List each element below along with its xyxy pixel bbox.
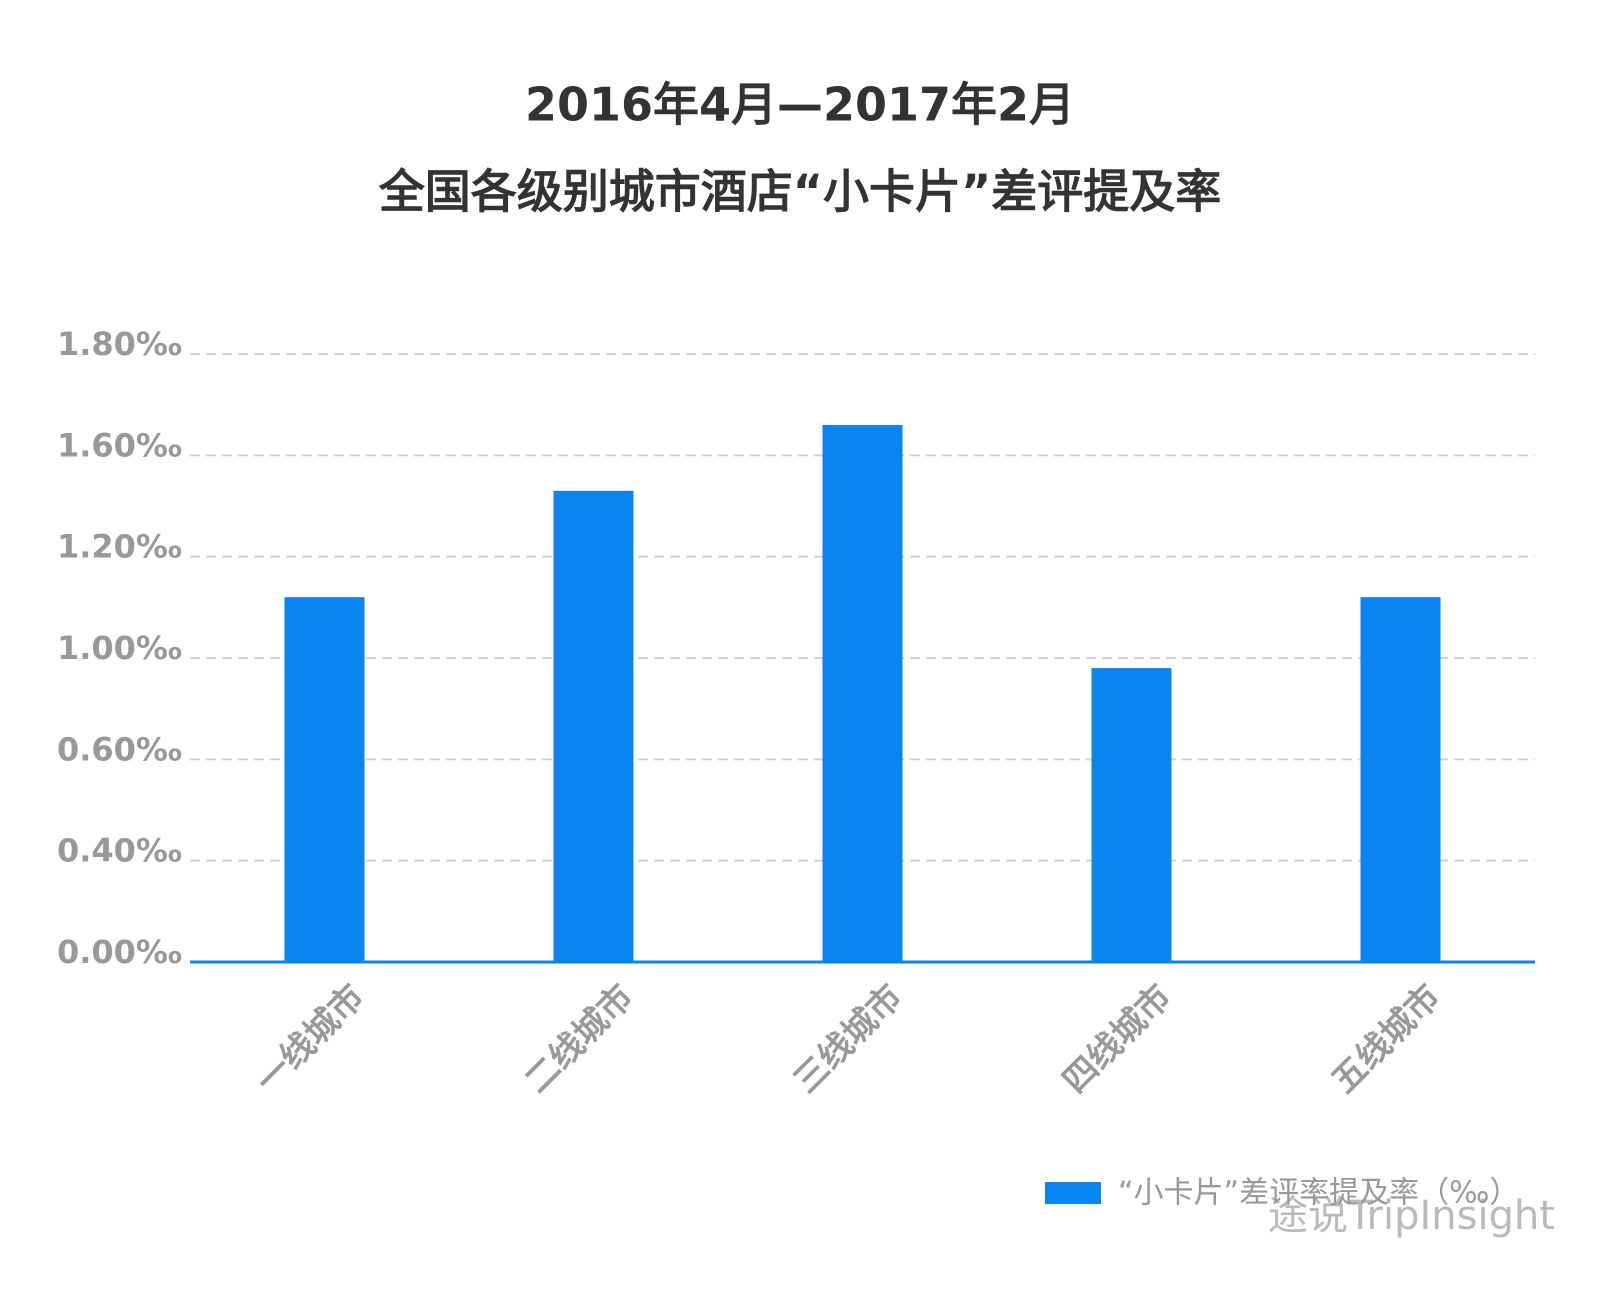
y-tick-label: 1.60‰: [57, 426, 182, 464]
y-tick-label: 0.00‰: [57, 933, 182, 971]
y-tick-label: 1.80‰: [57, 325, 182, 363]
x-tick-label: 一线城市: [248, 977, 372, 1101]
chart-title: 2016年4月—2017年2月: [525, 78, 1075, 132]
legend-label: “小卡片”差评率提及率（‰）: [1118, 1176, 1519, 1211]
x-tick-label: 三线城市: [786, 977, 910, 1101]
y-tick-label: 1.20‰: [57, 528, 182, 566]
bar: [284, 597, 365, 962]
y-tick-label: 1.00‰: [57, 629, 182, 667]
x-tick-label: 四线城市: [1055, 977, 1179, 1101]
x-tick-label: 五线城市: [1324, 977, 1448, 1101]
bar: [553, 490, 634, 962]
legend-swatch: [1045, 1182, 1101, 1204]
y-tick-label: 0.60‰: [57, 730, 182, 768]
bar: [1091, 668, 1172, 962]
bar: [1360, 597, 1441, 962]
watermark: 途说TripInsight: [1268, 1193, 1555, 1239]
bar: [822, 424, 903, 962]
y-tick-label: 0.40‰: [57, 832, 182, 870]
chart-title: 全国各级别城市酒店“小卡片”差评提及率: [378, 165, 1221, 219]
x-tick-label: 二线城市: [517, 977, 641, 1101]
